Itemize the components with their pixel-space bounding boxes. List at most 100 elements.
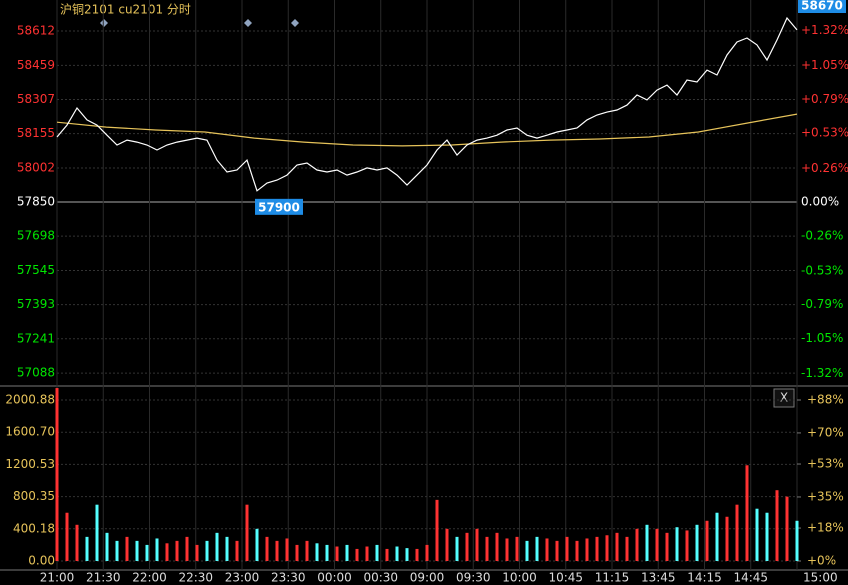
volume-bar xyxy=(615,532,619,561)
x-tick-label: 15:00 xyxy=(803,571,838,585)
y-tick-label: 58002 xyxy=(17,160,55,174)
volume-bar xyxy=(115,540,119,561)
volume-bar xyxy=(425,544,429,561)
volume-bar xyxy=(135,540,139,561)
volume-bar xyxy=(285,538,289,561)
volume-bar xyxy=(175,540,179,561)
volume-bar xyxy=(155,538,159,561)
volume-bar xyxy=(205,540,209,561)
y-tick-label: 800.35 xyxy=(13,489,55,503)
y2-tick-label: -0.53% xyxy=(801,263,843,277)
volume-bar xyxy=(765,512,769,561)
volume-bar xyxy=(775,490,779,561)
x-tick-label: 09:30 xyxy=(456,571,491,585)
volume-bar xyxy=(555,540,559,561)
volume-bar xyxy=(515,536,519,561)
volume-bar xyxy=(415,548,419,561)
volume-bar xyxy=(595,536,599,561)
y-tick-label: 57088 xyxy=(17,366,55,380)
y2-tick-label: -1.32% xyxy=(801,366,843,380)
volume-bar xyxy=(735,504,739,561)
y-tick-label: 58459 xyxy=(17,58,55,72)
x-tick-label: 21:00 xyxy=(40,571,75,585)
volume-bar xyxy=(375,544,379,561)
average-line xyxy=(56,113,798,147)
y2-tick-label: +1.05% xyxy=(801,58,848,72)
volume-bar xyxy=(305,540,309,561)
x-tick-label: 00:00 xyxy=(317,571,352,585)
y-tick-label: 58155 xyxy=(17,126,55,140)
volume-bar xyxy=(625,536,629,561)
volume-bar xyxy=(315,543,319,561)
x-tick-label: 21:30 xyxy=(86,571,121,585)
volume-bar xyxy=(705,520,709,561)
volume-bar xyxy=(725,516,729,561)
volume-bar xyxy=(435,499,439,561)
volume-bar xyxy=(525,540,529,561)
volume-bar xyxy=(455,536,459,561)
y-tick-label: 57850 xyxy=(17,195,55,209)
volume-bar xyxy=(785,496,789,561)
volume-bar xyxy=(365,546,369,561)
close-button[interactable] xyxy=(773,388,795,408)
volume-bar xyxy=(75,524,79,561)
chart-title: 沪铜2101 cu2101 分时 xyxy=(60,2,191,17)
y2-tick-label: +0% xyxy=(807,554,836,568)
x-tick-label: 22:00 xyxy=(132,571,167,585)
y-tick-label: 57545 xyxy=(17,263,55,277)
y2-tick-label: +0.79% xyxy=(801,92,848,106)
annotation-label: 57900 xyxy=(258,200,300,214)
volume-bar xyxy=(585,538,589,561)
volume-bar xyxy=(655,528,659,561)
y2-tick-label: +1.32% xyxy=(801,23,848,37)
price-line xyxy=(56,16,798,192)
volume-bar xyxy=(665,532,669,561)
y2-tick-label: -0.26% xyxy=(801,228,843,242)
volume-bar xyxy=(715,512,719,561)
volume-bar xyxy=(185,536,189,561)
x-tick-label: 09:00 xyxy=(410,571,445,585)
event-markers xyxy=(100,19,299,27)
volume-bar xyxy=(505,538,509,561)
volume-bar xyxy=(335,546,339,561)
volume-bar xyxy=(535,536,539,561)
x-tick-label: 22:30 xyxy=(178,571,213,585)
volume-bar xyxy=(355,548,359,561)
y2-tick-label: +53% xyxy=(807,457,844,471)
annotation-box xyxy=(255,198,303,215)
y2-tick-label: -0.79% xyxy=(801,297,843,311)
volume-bar xyxy=(475,528,479,561)
y-tick-label: 0.00 xyxy=(28,554,55,568)
volume-bar xyxy=(95,504,99,561)
volume-bar xyxy=(245,504,249,561)
volume-bar xyxy=(165,543,169,561)
y-tick-label: 57393 xyxy=(17,297,55,311)
y2-tick-label: -1.05% xyxy=(801,331,843,345)
volume-bar xyxy=(325,544,329,561)
volume-bar xyxy=(125,536,129,561)
y2-tick-label: +0.26% xyxy=(801,161,848,175)
volume-bar xyxy=(265,536,269,561)
volume-bar xyxy=(605,535,609,561)
y-tick-label: 2000.88 xyxy=(5,393,55,407)
volume-bar xyxy=(695,524,699,561)
volume-bar xyxy=(85,536,89,561)
volume-bar xyxy=(465,532,469,561)
y-tick-label: 58612 xyxy=(17,24,55,38)
volume-bar xyxy=(225,536,229,561)
y2-tick-label: +70% xyxy=(807,425,844,439)
y-tick-label: 57698 xyxy=(17,229,55,243)
volume-bar xyxy=(685,530,689,561)
volume-bar xyxy=(565,536,569,561)
volume-bar xyxy=(345,544,349,561)
close-button-label[interactable]: X xyxy=(780,391,788,405)
y2-tick-label: +88% xyxy=(807,392,844,406)
y-tick-label: 1600.70 xyxy=(5,425,55,439)
y2-tick-label: +0.53% xyxy=(801,126,848,140)
x-tick-label: 10:00 xyxy=(502,571,537,585)
volume-bar xyxy=(445,528,449,561)
volume-bar xyxy=(545,538,549,561)
y2-tick-label: 0.00% xyxy=(801,195,839,209)
volume-bar xyxy=(235,540,239,561)
